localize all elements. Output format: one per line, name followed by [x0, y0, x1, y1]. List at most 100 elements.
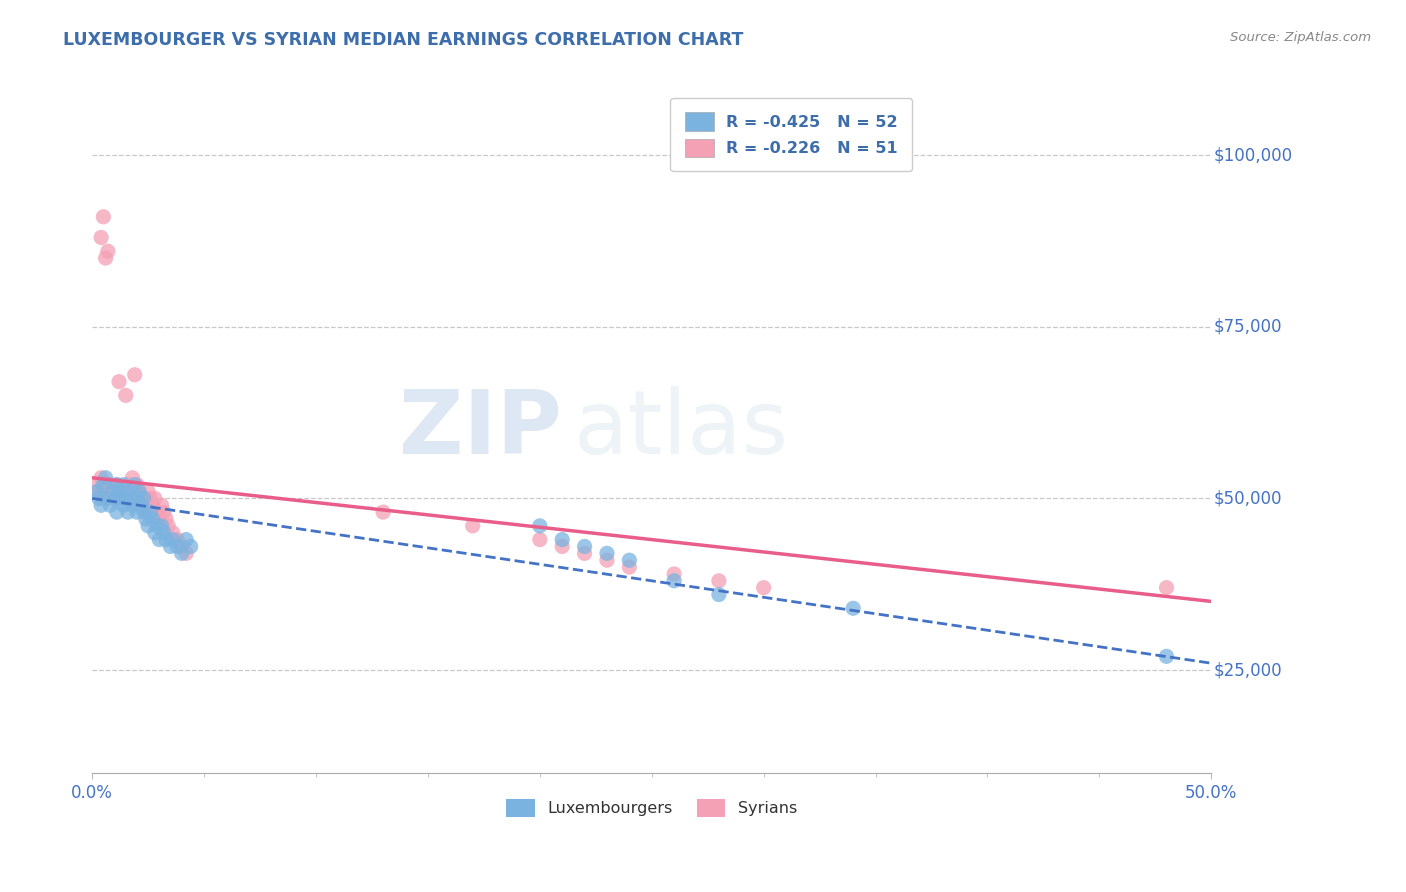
Text: atlas: atlas [574, 386, 789, 474]
Point [174, 546, 197, 560]
Point [529, 533, 551, 547]
Point [131, 498, 153, 512]
Point [153, 505, 176, 519]
Point [117, 505, 139, 519]
Point [574, 546, 596, 560]
Point [157, 519, 180, 533]
Point [117, 477, 139, 491]
Point [120, 491, 142, 506]
Point [461, 519, 484, 533]
Point [752, 581, 775, 595]
Point [148, 533, 170, 547]
Point [707, 574, 730, 588]
Legend: Luxembourgers, Syrians: Luxembourgers, Syrians [499, 792, 804, 823]
Point [114, 491, 136, 506]
Text: $100,000: $100,000 [1213, 146, 1292, 164]
Point [162, 533, 184, 547]
Point [90, 230, 112, 244]
Text: LUXEMBOURGER VS SYRIAN MEDIAN EARNINGS CORRELATION CHART: LUXEMBOURGER VS SYRIAN MEDIAN EARNINGS C… [63, 31, 744, 49]
Point [551, 540, 574, 554]
Point [132, 491, 155, 506]
Point [114, 388, 136, 402]
Point [574, 540, 596, 554]
Point [596, 553, 619, 567]
Point [166, 533, 188, 547]
Point [101, 484, 124, 499]
Point [108, 375, 131, 389]
Point [131, 498, 153, 512]
Point [125, 505, 148, 519]
Point [148, 512, 170, 526]
Point [87, 491, 110, 506]
Point [108, 484, 131, 499]
Point [139, 505, 162, 519]
Point [153, 525, 176, 540]
Text: $50,000: $50,000 [1213, 490, 1282, 508]
Point [124, 477, 146, 491]
Point [139, 491, 162, 506]
Point [110, 484, 132, 499]
Point [110, 491, 132, 506]
Point [105, 477, 128, 491]
Point [166, 540, 188, 554]
Point [98, 498, 121, 512]
Point [136, 484, 159, 499]
Point [143, 491, 166, 506]
Point [101, 484, 124, 499]
Point [143, 525, 166, 540]
Point [125, 491, 148, 506]
Point [112, 491, 135, 506]
Point [93, 491, 115, 506]
Point [155, 533, 177, 547]
Point [1156, 649, 1178, 664]
Point [98, 477, 121, 491]
Point [112, 498, 135, 512]
Point [97, 491, 120, 506]
Text: Source: ZipAtlas.com: Source: ZipAtlas.com [1230, 31, 1371, 45]
Point [170, 540, 193, 554]
Point [135, 512, 157, 526]
Point [150, 519, 173, 533]
Text: $75,000: $75,000 [1213, 318, 1282, 335]
Point [97, 244, 120, 259]
Point [142, 512, 165, 526]
Point [146, 519, 169, 533]
Point [170, 546, 193, 560]
Point [120, 484, 142, 499]
Point [90, 498, 112, 512]
Point [174, 533, 197, 547]
Point [132, 491, 155, 506]
Point [662, 574, 685, 588]
Point [94, 251, 117, 265]
Point [619, 560, 641, 574]
Point [529, 519, 551, 533]
Point [86, 484, 108, 499]
Point [87, 484, 110, 499]
Point [128, 484, 150, 499]
Point [159, 540, 181, 554]
Point [707, 588, 730, 602]
Point [1156, 581, 1178, 595]
Point [125, 477, 148, 491]
Point [150, 498, 173, 512]
Point [373, 505, 395, 519]
Point [103, 491, 125, 506]
Point [121, 498, 143, 512]
Point [136, 519, 159, 533]
Point [124, 491, 146, 506]
Point [135, 505, 157, 519]
Point [94, 471, 117, 485]
Point [93, 210, 115, 224]
Point [596, 546, 619, 560]
Point [124, 368, 146, 382]
Point [842, 601, 865, 615]
Text: $25,000: $25,000 [1213, 661, 1282, 679]
Point [128, 484, 150, 499]
Point [93, 477, 115, 491]
Point [121, 471, 143, 485]
Point [551, 533, 574, 547]
Point [162, 525, 184, 540]
Point [155, 512, 177, 526]
Point [112, 477, 135, 491]
Point [142, 498, 165, 512]
